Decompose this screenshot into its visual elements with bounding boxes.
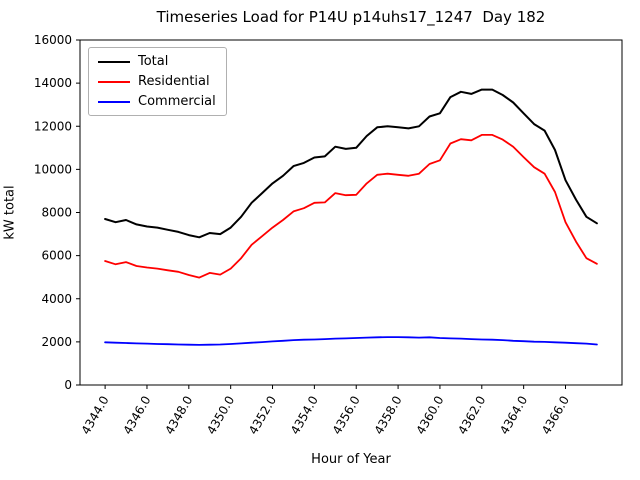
series-line-commercial <box>104 336 598 346</box>
y-tick-label: 2000 <box>41 335 72 349</box>
x-tick-label: 4344.0 <box>79 394 112 437</box>
series-line-residential <box>104 133 598 279</box>
legend-label-commercial: Commercial <box>138 94 216 109</box>
y-tick-label: 10000 <box>34 162 72 176</box>
x-tick-label: 4364.0 <box>497 394 530 437</box>
legend-entry-commercial: Commercial <box>98 95 216 108</box>
x-tick-label: 4350.0 <box>204 394 237 437</box>
legend-label-residential: Residential <box>138 74 210 89</box>
x-tick-label: 4362.0 <box>455 394 488 437</box>
x-tick-label: 4356.0 <box>330 394 363 437</box>
y-axis-label: kW total <box>2 185 18 240</box>
x-tick-label: 4348.0 <box>162 394 195 437</box>
x-tick-label: 4358.0 <box>372 394 405 437</box>
legend-line-swatch-commercial <box>98 100 130 103</box>
legend-line-swatch-total <box>98 60 130 63</box>
y-tick-label: 0 <box>64 378 72 392</box>
y-tick-label: 12000 <box>34 119 72 133</box>
legend-line-swatch-residential <box>98 80 130 83</box>
x-tick-label: 4352.0 <box>246 394 279 437</box>
y-tick-label: 14000 <box>34 76 72 90</box>
series-line-total <box>104 88 598 239</box>
x-axis-label: Hour of Year <box>311 452 391 467</box>
chart-title: Timeseries Load for P14U p14uhs17_1247 D… <box>156 8 546 26</box>
x-tick-label: 4346.0 <box>120 394 153 437</box>
legend-label-total: Total <box>138 54 169 69</box>
x-tick-label: 4360.0 <box>413 394 446 437</box>
y-tick-label: 4000 <box>41 292 72 306</box>
x-tick-label: 4366.0 <box>539 394 572 437</box>
legend[interactable]: Total Residential Commercial <box>88 47 227 116</box>
x-tick-label: 4354.0 <box>288 394 321 437</box>
y-tick-label: 8000 <box>41 206 72 220</box>
y-tick-label: 6000 <box>41 249 72 263</box>
legend-entry-total: Total <box>98 55 216 68</box>
legend-entry-residential: Residential <box>98 75 216 88</box>
y-tick-label: 16000 <box>34 33 72 47</box>
